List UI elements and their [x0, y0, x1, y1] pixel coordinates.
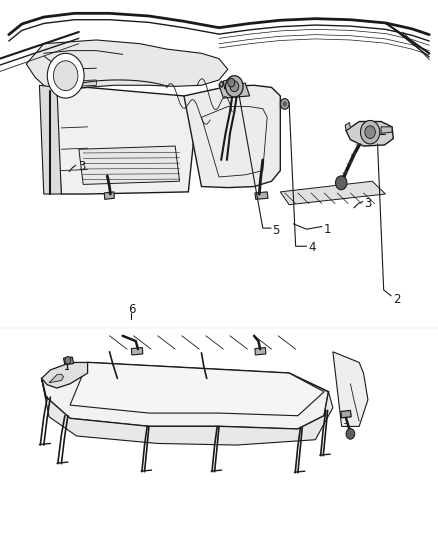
Polygon shape: [64, 357, 74, 365]
Text: 3: 3: [78, 160, 85, 173]
Text: 3: 3: [364, 197, 372, 210]
Text: 2: 2: [393, 293, 401, 306]
Polygon shape: [53, 87, 197, 194]
Text: 6: 6: [127, 303, 135, 316]
Polygon shape: [42, 378, 333, 445]
Circle shape: [53, 61, 78, 91]
Circle shape: [336, 176, 347, 190]
Circle shape: [280, 99, 289, 109]
Text: 4: 4: [308, 241, 315, 254]
Polygon shape: [219, 81, 223, 87]
Circle shape: [365, 126, 375, 139]
Circle shape: [226, 76, 243, 97]
Circle shape: [360, 120, 380, 144]
Circle shape: [65, 357, 71, 364]
Polygon shape: [26, 40, 228, 93]
Polygon shape: [223, 77, 240, 89]
Polygon shape: [49, 374, 64, 383]
Polygon shape: [104, 192, 114, 199]
Text: 5: 5: [272, 224, 280, 237]
Polygon shape: [70, 362, 324, 416]
Polygon shape: [381, 127, 392, 133]
Polygon shape: [74, 80, 96, 86]
Polygon shape: [333, 352, 368, 426]
Polygon shape: [184, 85, 280, 188]
Text: 1: 1: [324, 223, 332, 236]
Circle shape: [47, 53, 84, 98]
Polygon shape: [255, 348, 266, 355]
Polygon shape: [346, 122, 393, 146]
Circle shape: [230, 81, 239, 92]
Polygon shape: [39, 85, 61, 194]
Polygon shape: [219, 83, 250, 98]
Circle shape: [228, 78, 235, 87]
Polygon shape: [42, 362, 88, 388]
Polygon shape: [341, 410, 351, 418]
Polygon shape: [131, 348, 143, 355]
Polygon shape: [345, 123, 350, 131]
Polygon shape: [79, 146, 180, 184]
Polygon shape: [280, 181, 385, 205]
Circle shape: [346, 429, 355, 439]
Circle shape: [283, 101, 287, 107]
Polygon shape: [42, 362, 328, 429]
Polygon shape: [255, 192, 268, 199]
